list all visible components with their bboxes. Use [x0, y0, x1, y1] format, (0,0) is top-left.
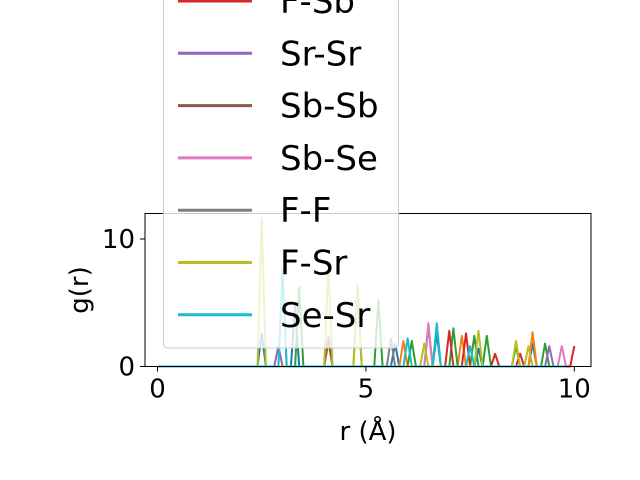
legend-entry: F-F — [178, 191, 331, 231]
legend-label: F-Sb — [280, 0, 355, 22]
series-line-2 — [157, 331, 566, 368]
x-axis-ticks: 0 5 10 — [149, 366, 591, 405]
x-tick-label: 5 — [358, 375, 375, 405]
legend-label: Se-Sr — [280, 296, 370, 336]
legend-label: Sb-Sb — [280, 87, 379, 127]
y-axis-ticks: 0 10 — [102, 225, 145, 383]
legend-entry: F-Sr — [178, 244, 347, 284]
legend-entry: F-Sb — [178, 0, 355, 22]
y-axis-label: g(r) — [65, 266, 95, 313]
y-tick-label: 10 — [102, 225, 135, 255]
y-tick-label: 0 — [118, 353, 135, 383]
legend-box — [163, 0, 399, 349]
legend-entry: Sb-Sb — [178, 87, 379, 127]
legend-label: F-F — [280, 191, 331, 231]
legend-entry: Sb-Se — [178, 139, 378, 179]
legend-label: Sb-Se — [280, 139, 378, 179]
legend-label: Sr-Sr — [280, 34, 361, 74]
legend-entry: Se-Sr — [178, 296, 370, 336]
legend: F-Sb Sr-Sr Sb-Sb Sb-Se F-F F-Sr Se-Sr — [163, 0, 399, 349]
x-axis-label: r (Å) — [339, 415, 396, 447]
x-tick-label: 0 — [149, 375, 166, 405]
x-tick-label: 10 — [558, 375, 591, 405]
legend-entry: Sr-Sr — [178, 34, 361, 74]
legend-label: F-Sr — [280, 244, 347, 284]
